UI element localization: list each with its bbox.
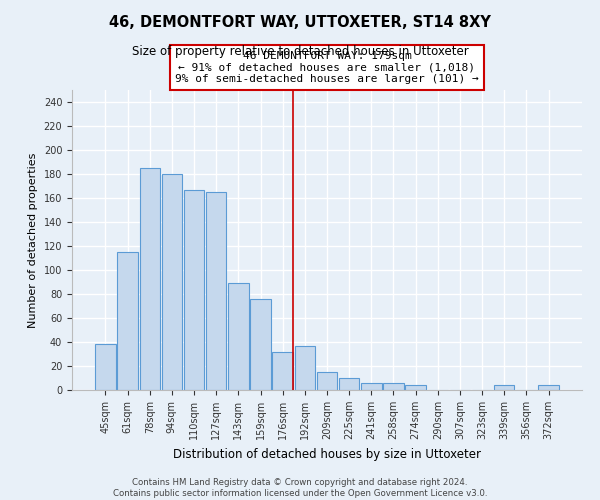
Bar [161,174,182,390]
Bar [383,383,404,390]
Bar [206,192,226,390]
Bar [118,252,138,390]
Y-axis label: Number of detached properties: Number of detached properties [28,152,38,328]
Text: 46 DEMONTFORT WAY: 179sqm
← 91% of detached houses are smaller (1,018)
9% of sem: 46 DEMONTFORT WAY: 179sqm ← 91% of detac… [175,51,479,84]
Text: 46, DEMONTFORT WAY, UTTOXETER, ST14 8XY: 46, DEMONTFORT WAY, UTTOXETER, ST14 8XY [109,15,491,30]
Bar [295,346,315,390]
Text: Size of property relative to detached houses in Uttoxeter: Size of property relative to detached ho… [131,45,469,58]
Bar [250,299,271,390]
Bar [140,168,160,390]
Bar [95,344,116,390]
Bar [228,283,248,390]
Bar [184,190,204,390]
Text: Contains HM Land Registry data © Crown copyright and database right 2024.
Contai: Contains HM Land Registry data © Crown c… [113,478,487,498]
Bar [339,378,359,390]
Bar [406,385,426,390]
Bar [272,352,293,390]
X-axis label: Distribution of detached houses by size in Uttoxeter: Distribution of detached houses by size … [173,448,481,460]
Bar [538,385,559,390]
Bar [361,383,382,390]
Bar [494,385,514,390]
Bar [317,372,337,390]
